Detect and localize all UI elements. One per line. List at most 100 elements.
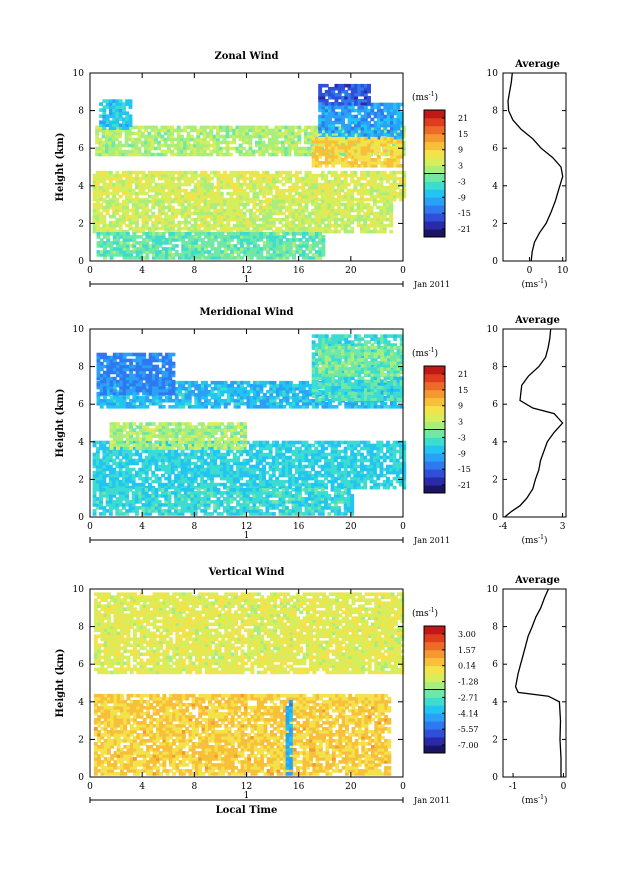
heatmap-cell <box>343 208 348 213</box>
heatmap-cell <box>249 405 254 409</box>
heatmap-cell <box>155 235 160 239</box>
heatmap-cell <box>337 388 342 392</box>
heatmap-cell <box>324 197 328 202</box>
heatmap-cell <box>128 182 133 187</box>
heatmap-cell <box>266 380 270 385</box>
heatmap-cell <box>284 128 289 133</box>
heatmap-cell <box>103 382 107 387</box>
heatmap-cell <box>122 361 127 366</box>
heatmap-cell <box>350 202 355 207</box>
heatmap-cell <box>223 226 227 231</box>
heatmap-cell <box>105 176 110 181</box>
colorbar-swatch <box>424 149 445 158</box>
heatmap-cell <box>226 205 231 210</box>
heatmap-cell <box>164 182 169 187</box>
heatmap-cell <box>190 211 195 216</box>
heatmap-cell <box>178 398 182 403</box>
heatmap-cell <box>122 379 127 384</box>
heatmap-cell <box>344 343 349 347</box>
heatmap-cell <box>200 179 205 184</box>
heatmap-cell <box>347 164 352 168</box>
heatmap-cell <box>142 244 147 248</box>
heatmap-cell <box>307 191 312 196</box>
heatmap-cell <box>213 401 218 406</box>
heatmap-cell <box>399 182 403 187</box>
heatmap-cell <box>242 194 247 199</box>
heatmap-cell <box>147 152 152 157</box>
heatmap-cell <box>230 244 235 248</box>
heatmap-cell <box>321 391 326 395</box>
heatmap-cell <box>236 199 240 204</box>
heatmap-cell <box>386 111 391 116</box>
heatmap-cell <box>350 385 355 389</box>
heatmap-cell <box>213 220 218 225</box>
heatmap-cell <box>187 392 192 397</box>
heatmap-cell <box>101 152 106 157</box>
heatmap-cell <box>363 132 368 137</box>
heatmap-cell <box>138 398 143 403</box>
heatmap-cell <box>99 229 103 234</box>
heatmap-cell <box>389 211 394 216</box>
heatmap-cell <box>240 232 244 236</box>
heatmap-cell <box>285 173 289 178</box>
heatmap-cell <box>330 202 335 207</box>
heatmap-cell <box>148 364 153 369</box>
heatmap-cell <box>396 120 401 125</box>
heatmap-cell <box>181 405 186 409</box>
heatmap-cell <box>262 194 266 199</box>
heatmap-cell <box>321 238 326 242</box>
heatmap-cell <box>144 220 149 225</box>
heatmap-cell <box>369 205 374 210</box>
heatmap-cell <box>141 223 146 228</box>
heatmap-cell <box>111 149 116 154</box>
heatmap-cell <box>344 388 349 392</box>
heatmap-cell <box>315 352 319 356</box>
heatmap-cell <box>347 349 352 353</box>
heatmap-cell <box>337 334 342 338</box>
heatmap-cell <box>295 238 300 242</box>
heatmap-cell <box>396 139 401 144</box>
heatmap-cell <box>350 173 355 178</box>
heatmap-cell <box>341 95 345 100</box>
heatmap-cell <box>112 105 117 109</box>
heatmap-cell <box>193 220 198 225</box>
heatmap-cell <box>225 134 230 139</box>
heatmap-cell <box>101 143 106 148</box>
heatmap-cell <box>288 173 293 178</box>
heatmap-cell <box>249 253 254 257</box>
heatmap-cell <box>337 401 342 406</box>
heatmap-cell <box>366 205 371 210</box>
heatmap-cell <box>301 223 306 228</box>
heatmap-cell <box>253 386 257 391</box>
heatmap-cell <box>344 111 349 116</box>
heatmap-cell <box>174 223 178 228</box>
heatmap-cell <box>271 176 276 181</box>
heatmap-cell <box>252 170 257 175</box>
heatmap-cell <box>226 235 231 239</box>
heatmap-cell <box>210 199 214 204</box>
heatmap-cell <box>314 199 319 204</box>
heatmap-cell <box>352 152 357 157</box>
heatmap-cell <box>223 170 227 175</box>
heatmap-cell <box>108 229 113 234</box>
heatmap-cell <box>213 185 218 190</box>
heatmap-cell <box>288 247 293 251</box>
heatmap-cell <box>245 131 250 136</box>
heatmap-cell <box>305 247 310 251</box>
heatmap-cell <box>102 123 107 127</box>
heatmap-cell <box>315 370 319 374</box>
heatmap-cell <box>246 244 251 248</box>
heatmap-cell <box>226 253 231 257</box>
heatmap-cell <box>213 170 218 175</box>
heatmap-cell <box>223 244 228 248</box>
heatmap-cell <box>173 143 178 148</box>
heatmap-cell <box>294 185 299 190</box>
heatmap-cell <box>161 382 166 387</box>
heatmap-cell <box>105 202 110 207</box>
colorbar-swatch <box>424 181 445 190</box>
heatmap-cell <box>96 376 101 381</box>
heatmap-cell <box>298 208 302 213</box>
heatmap-cell <box>151 211 156 216</box>
heatmap-cell <box>200 217 205 222</box>
heatmap-cell <box>363 155 368 159</box>
